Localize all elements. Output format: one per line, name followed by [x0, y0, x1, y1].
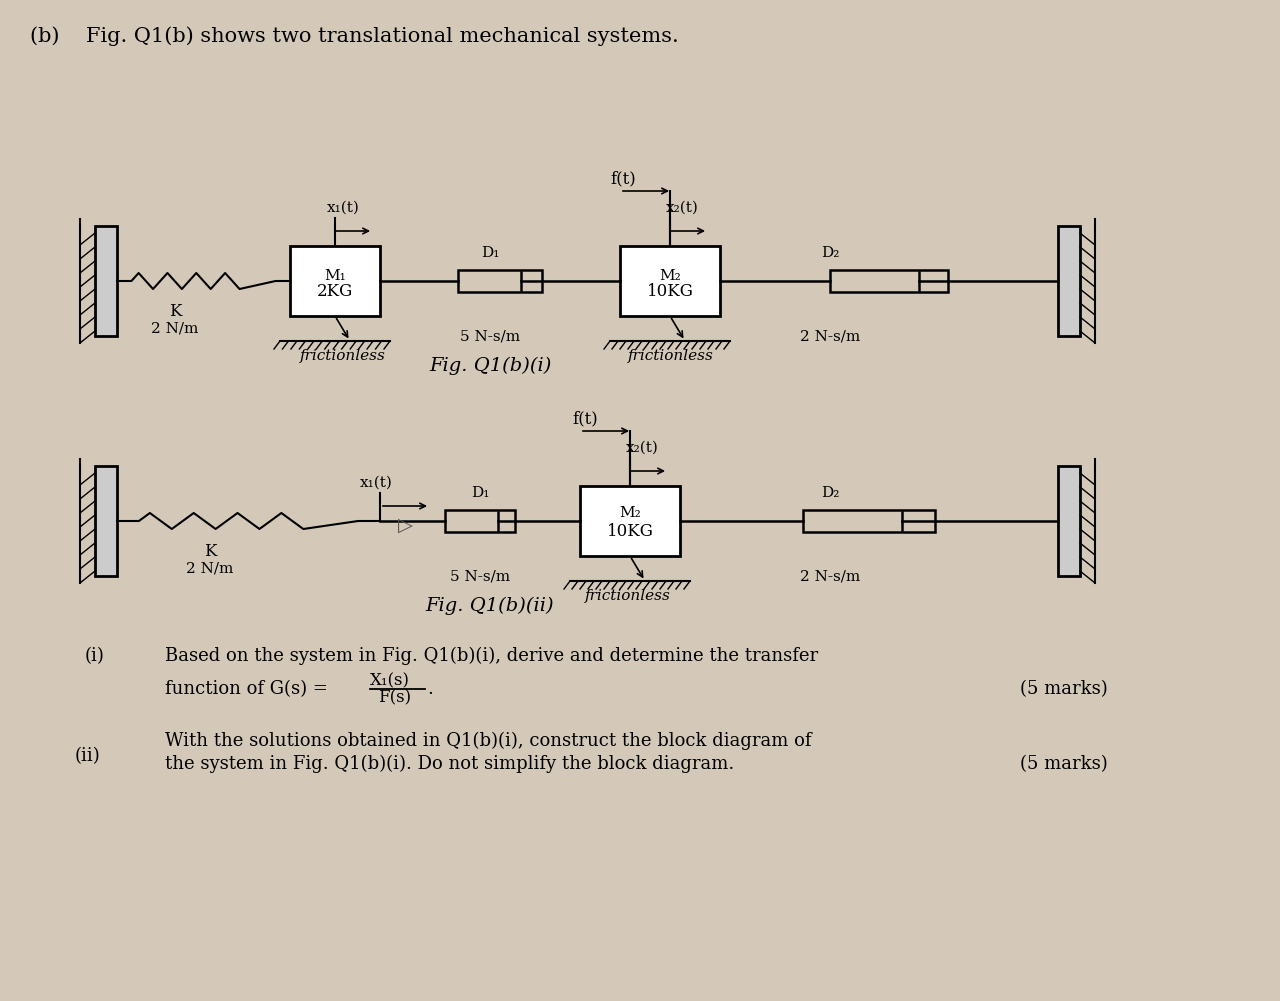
- Text: Based on the system in Fig. Q1(b)(i), derive and determine the transfer: Based on the system in Fig. Q1(b)(i), de…: [165, 647, 818, 665]
- Text: 2 N-s/m: 2 N-s/m: [800, 329, 860, 343]
- Text: x₂(t): x₂(t): [626, 441, 659, 455]
- Text: 2 N/m: 2 N/m: [151, 322, 198, 336]
- Text: frictionless: frictionless: [628, 349, 714, 363]
- Text: 10KG: 10KG: [607, 523, 653, 540]
- Text: (b)    Fig. Q1(b) shows two translational mechanical systems.: (b) Fig. Q1(b) shows two translational m…: [29, 26, 678, 46]
- Bar: [620, 246, 719, 316]
- Text: D₁: D₁: [481, 246, 499, 260]
- Text: D₂: D₂: [820, 486, 840, 500]
- Text: Fig. Q1(b)(i): Fig. Q1(b)(i): [429, 357, 552, 375]
- Text: frictionless: frictionless: [585, 589, 671, 603]
- Text: K: K: [204, 543, 216, 560]
- Text: (5 marks): (5 marks): [1020, 755, 1107, 773]
- Text: M₂: M₂: [620, 506, 641, 520]
- Text: 5 N-s/m: 5 N-s/m: [460, 329, 520, 343]
- Text: frictionless: frictionless: [300, 349, 385, 363]
- Text: (5 marks): (5 marks): [1020, 680, 1107, 698]
- Text: M₂: M₂: [659, 269, 681, 283]
- Text: K: K: [169, 302, 182, 319]
- Bar: [291, 246, 380, 316]
- Text: x₂(t): x₂(t): [666, 201, 699, 215]
- Text: 2 N/m: 2 N/m: [187, 562, 234, 576]
- Bar: [829, 270, 948, 292]
- Text: D₁: D₁: [471, 486, 489, 500]
- Text: F(s): F(s): [378, 690, 411, 707]
- Text: 5 N-s/m: 5 N-s/m: [451, 569, 509, 583]
- Text: D₂: D₂: [820, 246, 840, 260]
- Text: the system in Fig. Q1(b)(i). Do not simplify the block diagram.: the system in Fig. Q1(b)(i). Do not simp…: [165, 755, 735, 773]
- Text: (ii): (ii): [76, 747, 101, 765]
- Text: 10KG: 10KG: [646, 282, 694, 299]
- Text: x₁(t): x₁(t): [360, 476, 393, 490]
- Bar: [95, 226, 116, 336]
- Bar: [803, 510, 936, 532]
- Bar: [1059, 466, 1080, 576]
- Text: f(t): f(t): [611, 170, 636, 187]
- Text: X₁(s): X₁(s): [370, 673, 410, 690]
- Bar: [445, 510, 515, 532]
- Text: function of G(s) =: function of G(s) =: [165, 680, 328, 698]
- Text: (i): (i): [84, 647, 105, 665]
- Text: f(t): f(t): [572, 410, 598, 427]
- Text: With the solutions obtained in Q1(b)(i), construct the block diagram of: With the solutions obtained in Q1(b)(i),…: [165, 732, 812, 750]
- Text: 2KG: 2KG: [317, 282, 353, 299]
- Text: 2 N-s/m: 2 N-s/m: [800, 569, 860, 583]
- Text: Fig. Q1(b)(ii): Fig. Q1(b)(ii): [426, 597, 554, 616]
- Bar: [95, 466, 116, 576]
- Bar: [580, 486, 680, 556]
- Bar: [458, 270, 541, 292]
- Bar: [1059, 226, 1080, 336]
- Text: ▷: ▷: [398, 517, 412, 535]
- Text: M₁: M₁: [324, 269, 346, 283]
- Text: x₁(t): x₁(t): [326, 201, 360, 215]
- Text: .: .: [428, 680, 433, 698]
